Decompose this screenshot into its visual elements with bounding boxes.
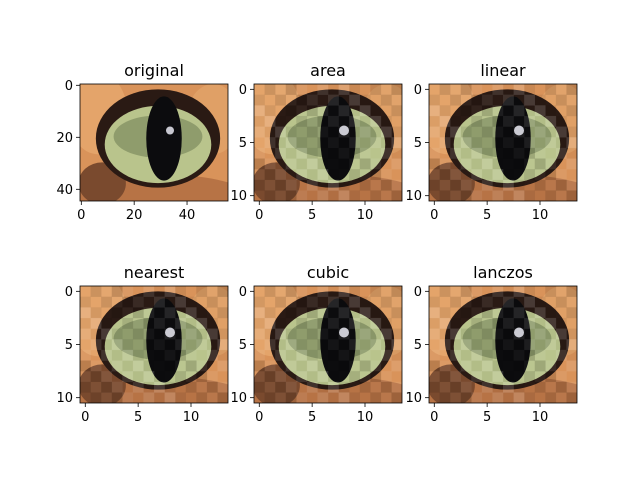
eye-image: [429, 286, 577, 403]
y-tick-label: 5: [239, 338, 247, 353]
x-tick-label: 5: [308, 208, 316, 223]
x-tick-label: 10: [357, 208, 374, 223]
y-tick-label: 40: [56, 183, 73, 198]
y-tick-label: 0: [239, 285, 247, 300]
y-tick-label: 20: [56, 131, 73, 146]
x-tick-label: 5: [134, 410, 142, 425]
y-tick-label: 5: [414, 136, 422, 151]
axes-frame: [79, 83, 229, 202]
eye-image: [80, 286, 228, 403]
x-tick-label: 20: [126, 208, 143, 223]
eye-image: [429, 84, 577, 201]
subplot-area: area 0 5 10 0 5 10: [230, 61, 403, 223]
x-tick-label: 0: [430, 208, 438, 223]
y-tick-label: 0: [414, 285, 422, 300]
x-tick-label: 40: [179, 208, 196, 223]
x-tick-label: 5: [483, 208, 491, 223]
x-tick-label: 10: [532, 410, 549, 425]
eye-image: [254, 286, 402, 403]
subplot-cubic: cubic 0 5 10 0 5 10: [230, 263, 403, 425]
x-tick-label: 5: [483, 410, 491, 425]
subplot-title: lanczos: [473, 263, 533, 282]
x-tick-label: 5: [308, 410, 316, 425]
eye-image: [80, 84, 228, 201]
y-tick-label: 10: [230, 189, 247, 204]
x-tick-label: 0: [430, 410, 438, 425]
x-tick-label: 0: [255, 410, 263, 425]
y-tick-label: 5: [414, 338, 422, 353]
x-tick-label: 10: [183, 410, 200, 425]
subplot-lanczos: lanczos 0 5 10 0 5 10: [405, 263, 578, 425]
x-tick-label: 0: [77, 208, 85, 223]
subplot-title: linear: [480, 61, 526, 80]
y-tick-label: 10: [405, 391, 422, 406]
subplot-nearest: nearest 0 5 10 0 5 10: [56, 263, 229, 425]
y-tick-label: 10: [56, 391, 73, 406]
y-tick-label: 10: [230, 391, 247, 406]
y-tick-label: 0: [414, 83, 422, 98]
y-tick-label: 5: [65, 338, 73, 353]
y-tick-label: 0: [65, 285, 73, 300]
y-tick-label: 10: [405, 189, 422, 204]
y-tick-label: 0: [239, 83, 247, 98]
x-tick-label: 0: [255, 208, 263, 223]
subplot-original: original 0 20 40 0 20 40: [56, 61, 229, 223]
subplot-linear: linear 0 5 10 0 5 10: [405, 61, 578, 223]
subplot-title: nearest: [124, 263, 184, 282]
x-tick-label: 10: [357, 410, 374, 425]
subplot-title: area: [310, 61, 346, 80]
eye-image: [254, 84, 402, 201]
subplot-title: cubic: [307, 263, 349, 282]
subplot-title: original: [124, 61, 184, 80]
x-tick-label: 0: [81, 410, 89, 425]
y-tick-label: 5: [239, 136, 247, 151]
y-tick-label: 0: [65, 79, 73, 94]
x-tick-label: 10: [532, 208, 549, 223]
